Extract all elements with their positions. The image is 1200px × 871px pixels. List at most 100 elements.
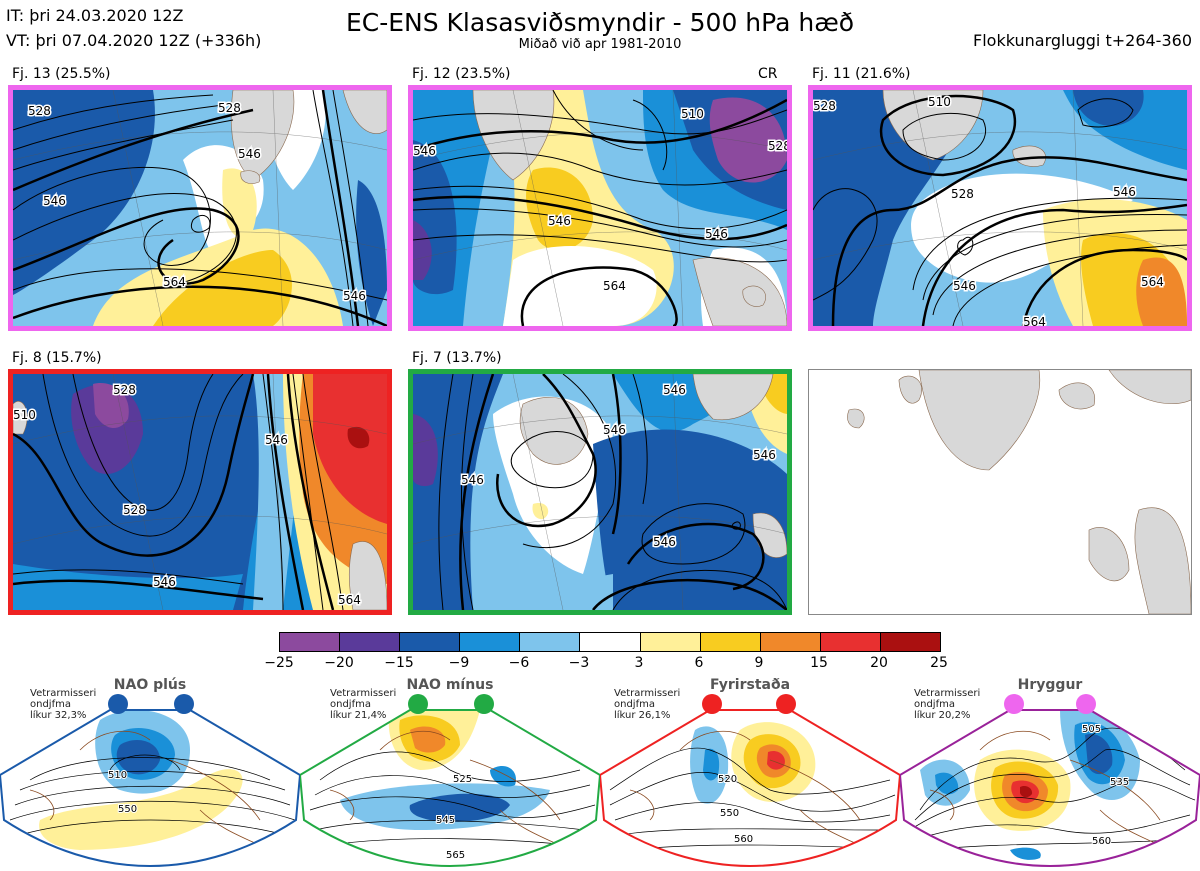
contour-label: 564 (603, 279, 626, 293)
contour-label: 564 (338, 593, 361, 607)
cluster-5-label: Fj. 7 (13.7%) (412, 350, 502, 366)
contour-label: 510 (928, 95, 951, 109)
contour-label: 528 (218, 101, 241, 115)
colorbar-swatch (880, 633, 941, 651)
cluster-map-panel[interactable]: 510 528 546 546 564 546 (408, 85, 792, 331)
regime-marker-dot (776, 694, 796, 714)
regime-map-nao-plus[interactable]: 510 550 (0, 690, 300, 870)
regime-info: Vetrarmisseri ondjfma líkur 21,4% (330, 688, 396, 721)
regime-months: ondjfma (330, 699, 371, 710)
contour-label: 546 (343, 289, 366, 303)
cluster-1-label: Fj. 13 (25.5%) (12, 66, 111, 82)
cluster-2-label: Fj. 12 (23.5%) (412, 66, 511, 82)
contour-label: 546 (1113, 185, 1136, 199)
regime-map-blocking[interactable]: 520 550 560 (600, 690, 900, 870)
cluster-2-tag: CR (758, 66, 778, 82)
contour-label: 528 (113, 383, 136, 397)
colorbar-tick: 9 (754, 655, 764, 671)
colorbar-swatch (400, 633, 461, 651)
regime-marker-dot (108, 694, 128, 714)
regime-probability: líkur 21,4% (330, 710, 387, 721)
regime-marker-dot (474, 694, 494, 714)
regime-contour-label: 560 (734, 834, 753, 845)
cluster-map-panel[interactable]: 546 546 546 546 546 (408, 369, 792, 615)
regime-season: Vetrarmisseri (914, 688, 981, 699)
anomaly-map: 546 546 546 546 546 (413, 374, 787, 610)
regime-contour-label: 545 (436, 815, 455, 826)
regime-months: ondjfma (914, 699, 955, 710)
contour-label: 528 (813, 99, 836, 113)
colorbar-tick: 3 (634, 655, 644, 671)
regime-contour-label: 550 (118, 804, 137, 815)
contour-label: 528 (123, 503, 146, 517)
regime-contour-label: 520 (718, 774, 737, 785)
contour-label: 546 (953, 279, 976, 293)
colorbar-swatch (820, 633, 881, 651)
colorbar-swatch (580, 633, 641, 651)
regime-probability: líkur 32,3% (30, 710, 87, 721)
contour-label: 546 (413, 144, 436, 158)
contour-label: 546 (705, 227, 728, 241)
contour-label: 510 (13, 408, 36, 422)
contour-label: 546 (663, 383, 686, 397)
contour-label: 546 (238, 147, 261, 161)
regime-contour-label: 510 (108, 770, 127, 781)
regime-months: ondjfma (30, 699, 71, 710)
contour-label: 546 (548, 214, 571, 228)
regime-info: Vetrarmisseri ondjfma líkur 20,2% (914, 688, 980, 721)
colorbar-tick: 15 (810, 655, 828, 671)
regime-probability: líkur 20,2% (914, 710, 971, 721)
contour-label: 528 (951, 187, 974, 201)
contour-label: 546 (753, 448, 776, 462)
regime-contour-label: 565 (446, 850, 465, 861)
contour-label: 528 (28, 104, 51, 118)
regime-map-nao-minus[interactable]: 525 545 565 (300, 690, 600, 870)
contour-label: 546 (653, 535, 676, 549)
colorbar-swatch (700, 633, 761, 651)
anomaly-map: 510 528 528 546 546 564 (13, 374, 387, 610)
page-subtitle: Miðað við apr 1981-2010 (518, 37, 682, 52)
regime-marker-dot (174, 694, 194, 714)
regime-season: Vetrarmisseri (30, 688, 97, 699)
regime-contour-label: 525 (453, 774, 472, 785)
cluster-map-panel[interactable]: 510 528 528 546 546 564 564 (808, 85, 1192, 331)
contour-label: 546 (603, 423, 626, 437)
lead-time: (+336h) (194, 31, 262, 50)
contour-label: 564 (1023, 315, 1046, 326)
regime-months: ondjfma (614, 699, 655, 710)
colorbar-swatch (760, 633, 821, 651)
colorbar-tick: −15 (384, 655, 414, 671)
regime-contour-label: 535 (1110, 777, 1129, 788)
base-map (809, 370, 1191, 614)
regime-name: NAO mínus (406, 677, 494, 693)
contour-label: 528 (768, 139, 787, 153)
contour-label: 546 (153, 575, 176, 589)
regime-marker-dot (702, 694, 722, 714)
page-title: EC-ENS Klasasviðsmyndir - 500 hPa hæð (345, 8, 855, 37)
regime-map-ridge[interactable]: 505 535 560 (900, 690, 1200, 870)
colorbar-tick: −3 (568, 655, 590, 671)
contour-label: 546 (461, 473, 484, 487)
colorbar-tick: 25 (930, 655, 948, 671)
colorbar-tick: −25 (264, 655, 294, 671)
valid-time-text: VT: þri 07.04.2020 12Z (6, 31, 190, 50)
contour-label: 510 (681, 107, 704, 121)
regime-name: NAO plús (113, 677, 187, 693)
contour-label: 546 (43, 194, 66, 208)
regime-season: Vetrarmisseri (614, 688, 681, 699)
regime-marker-dot (408, 694, 428, 714)
regime-contour-label: 505 (1082, 724, 1101, 735)
colorbar-tick: −6 (508, 655, 530, 671)
colorbar-tick: 6 (694, 655, 704, 671)
colorbar-tick: 20 (870, 655, 888, 671)
cluster-map-panel[interactable]: 528 546 528 546 564 546 (8, 85, 392, 331)
regime-info: Vetrarmisseri ondjfma líkur 26,1% (614, 688, 680, 721)
cluster-map-panel[interactable]: 510 528 528 546 546 564 (8, 369, 392, 615)
anomaly-map: 510 528 546 546 564 546 (413, 90, 787, 326)
regime-marker-dot (1076, 694, 1096, 714)
regime-contour-label: 550 (720, 808, 739, 819)
regime-info: Vetrarmisseri ondjfma líkur 32,3% (30, 688, 96, 721)
anomaly-map: 510 528 528 546 546 564 564 (813, 90, 1187, 326)
colorbar-swatch (280, 633, 341, 651)
contour-label: 564 (163, 275, 186, 289)
